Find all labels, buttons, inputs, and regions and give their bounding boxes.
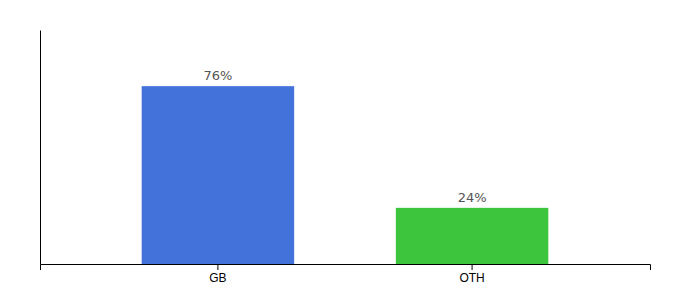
- data-label: 76%: [203, 68, 232, 83]
- chart-svg: GB OTH 76% 24%: [0, 0, 680, 300]
- x-tick-label: GB: [209, 271, 226, 285]
- chart-container: GB OTH 76% 24%: [0, 0, 680, 300]
- data-labels: 76% 24%: [203, 68, 486, 205]
- x-tick-mark: [217, 264, 218, 270]
- x-tick: OTH: [459, 264, 484, 285]
- x-axis: GB OTH: [41, 264, 651, 285]
- x-axis-line: [41, 265, 651, 271]
- plot-area: GB OTH 76% 24%: [41, 31, 651, 285]
- bar: [142, 86, 295, 264]
- y-axis: [40, 31, 41, 265]
- bars: [142, 86, 549, 264]
- data-label: 24%: [458, 190, 487, 205]
- y-axis-line: [40, 31, 41, 265]
- x-tick-label: OTH: [459, 271, 484, 285]
- x-tick-mark: [472, 264, 473, 270]
- bar: [396, 208, 549, 264]
- x-tick: GB: [209, 264, 226, 285]
